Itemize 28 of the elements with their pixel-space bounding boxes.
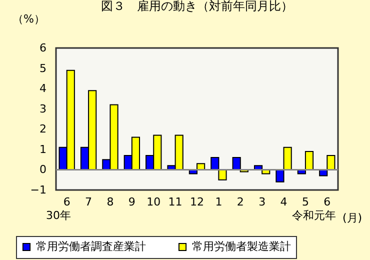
x-tick-label: 3	[258, 196, 266, 208]
y-tick-label: 2	[40, 122, 46, 136]
y-tick-label: 3	[40, 102, 46, 116]
x-tick-label: 9	[128, 196, 136, 208]
x-axis-title: (月)	[342, 212, 362, 224]
x-tick-label: 8	[106, 196, 114, 208]
x-tick-label: 7	[85, 196, 92, 208]
y-tick-label: 0	[40, 163, 46, 176]
y-tick-label: 5	[40, 62, 46, 75]
x-tick-label: 6	[324, 196, 331, 208]
x-tick-label: 6	[63, 196, 70, 208]
x-tick-label: 2	[236, 196, 244, 208]
text: 30年	[46, 208, 71, 223]
y-axis-title: （%）	[12, 12, 45, 26]
text: 令和元年	[292, 208, 336, 223]
x-tick-label: 1	[215, 196, 222, 208]
x-tick-label: 12	[190, 196, 204, 208]
chart-title: 図３ 雇用の動き（対前年同月比）	[101, 0, 293, 13]
x-tick-label: 5	[302, 196, 309, 208]
x-tick-label: 11	[168, 196, 182, 208]
x-tick-label: 4	[280, 196, 288, 208]
x-tick-label: 10	[146, 196, 161, 208]
legend-label: 常用労働者製造業計	[192, 240, 291, 253]
y-tick-label: 6	[40, 42, 46, 54]
y-tick-label: 1	[40, 142, 46, 156]
legend-label: 常用労働者調査産業計	[36, 240, 146, 253]
y-tick-label: 4	[40, 82, 46, 96]
y-tick-label: −1	[30, 184, 46, 196]
